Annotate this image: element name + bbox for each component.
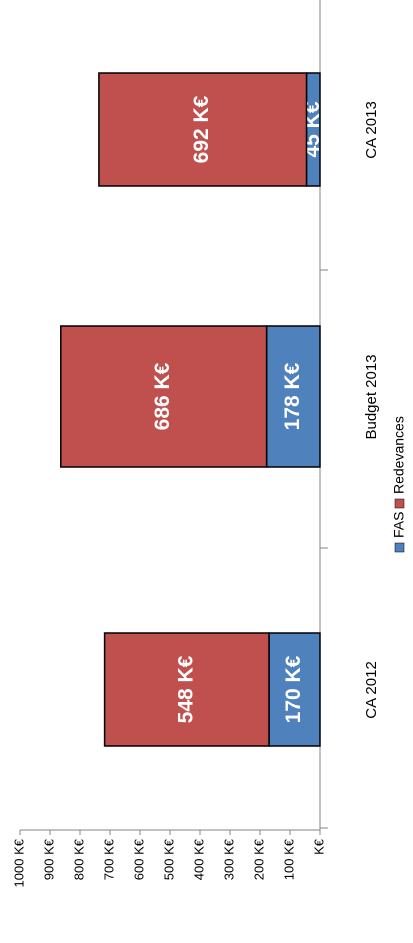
legend-swatch-fas bbox=[394, 542, 405, 553]
legend-label-fas: FAS bbox=[391, 512, 407, 538]
legend-swatch-redevances bbox=[394, 498, 405, 509]
data-label-redevances-1: 686 K€ bbox=[151, 362, 174, 430]
value-axis-tick-label: 200 K€ bbox=[251, 838, 266, 880]
legend-label-redevances: Redevances bbox=[391, 416, 407, 494]
value-axis-tick-label: 300 K€ bbox=[221, 838, 236, 880]
value-axis-tick-label: 1000 K€ bbox=[11, 838, 26, 887]
value-axis-tick-label: 900 K€ bbox=[41, 838, 56, 880]
value-axis-tick-label: 600 K€ bbox=[131, 838, 146, 880]
category-label-2: CA 2013 bbox=[363, 101, 380, 159]
bar-redevances-0 bbox=[103, 632, 270, 747]
value-axis-tick-label: 700 K€ bbox=[101, 838, 116, 880]
category-label-0: CA 2012 bbox=[363, 661, 380, 719]
bar-redevances-1 bbox=[60, 325, 268, 468]
data-label-fas-1: 178 K€ bbox=[281, 362, 304, 430]
bar-fas-0 bbox=[268, 632, 321, 747]
value-axis-tick-label: 800 K€ bbox=[71, 838, 86, 880]
value-axis-tick-label: 400 K€ bbox=[191, 838, 206, 880]
bar-redevances-2 bbox=[98, 72, 308, 187]
value-axis-tick-label: 100 K€ bbox=[281, 838, 296, 880]
bar-fas-1 bbox=[265, 325, 321, 468]
data-label-fas-0: 170 K€ bbox=[282, 655, 305, 723]
data-label-redevances-2: 692 K€ bbox=[190, 95, 213, 163]
category-label-1: Budget 2013 bbox=[363, 354, 380, 439]
data-label-redevances-0: 548 K€ bbox=[174, 655, 197, 723]
value-axis-tick-label: 500 K€ bbox=[161, 838, 176, 880]
value-axis-tick-label: K€ bbox=[311, 838, 326, 855]
